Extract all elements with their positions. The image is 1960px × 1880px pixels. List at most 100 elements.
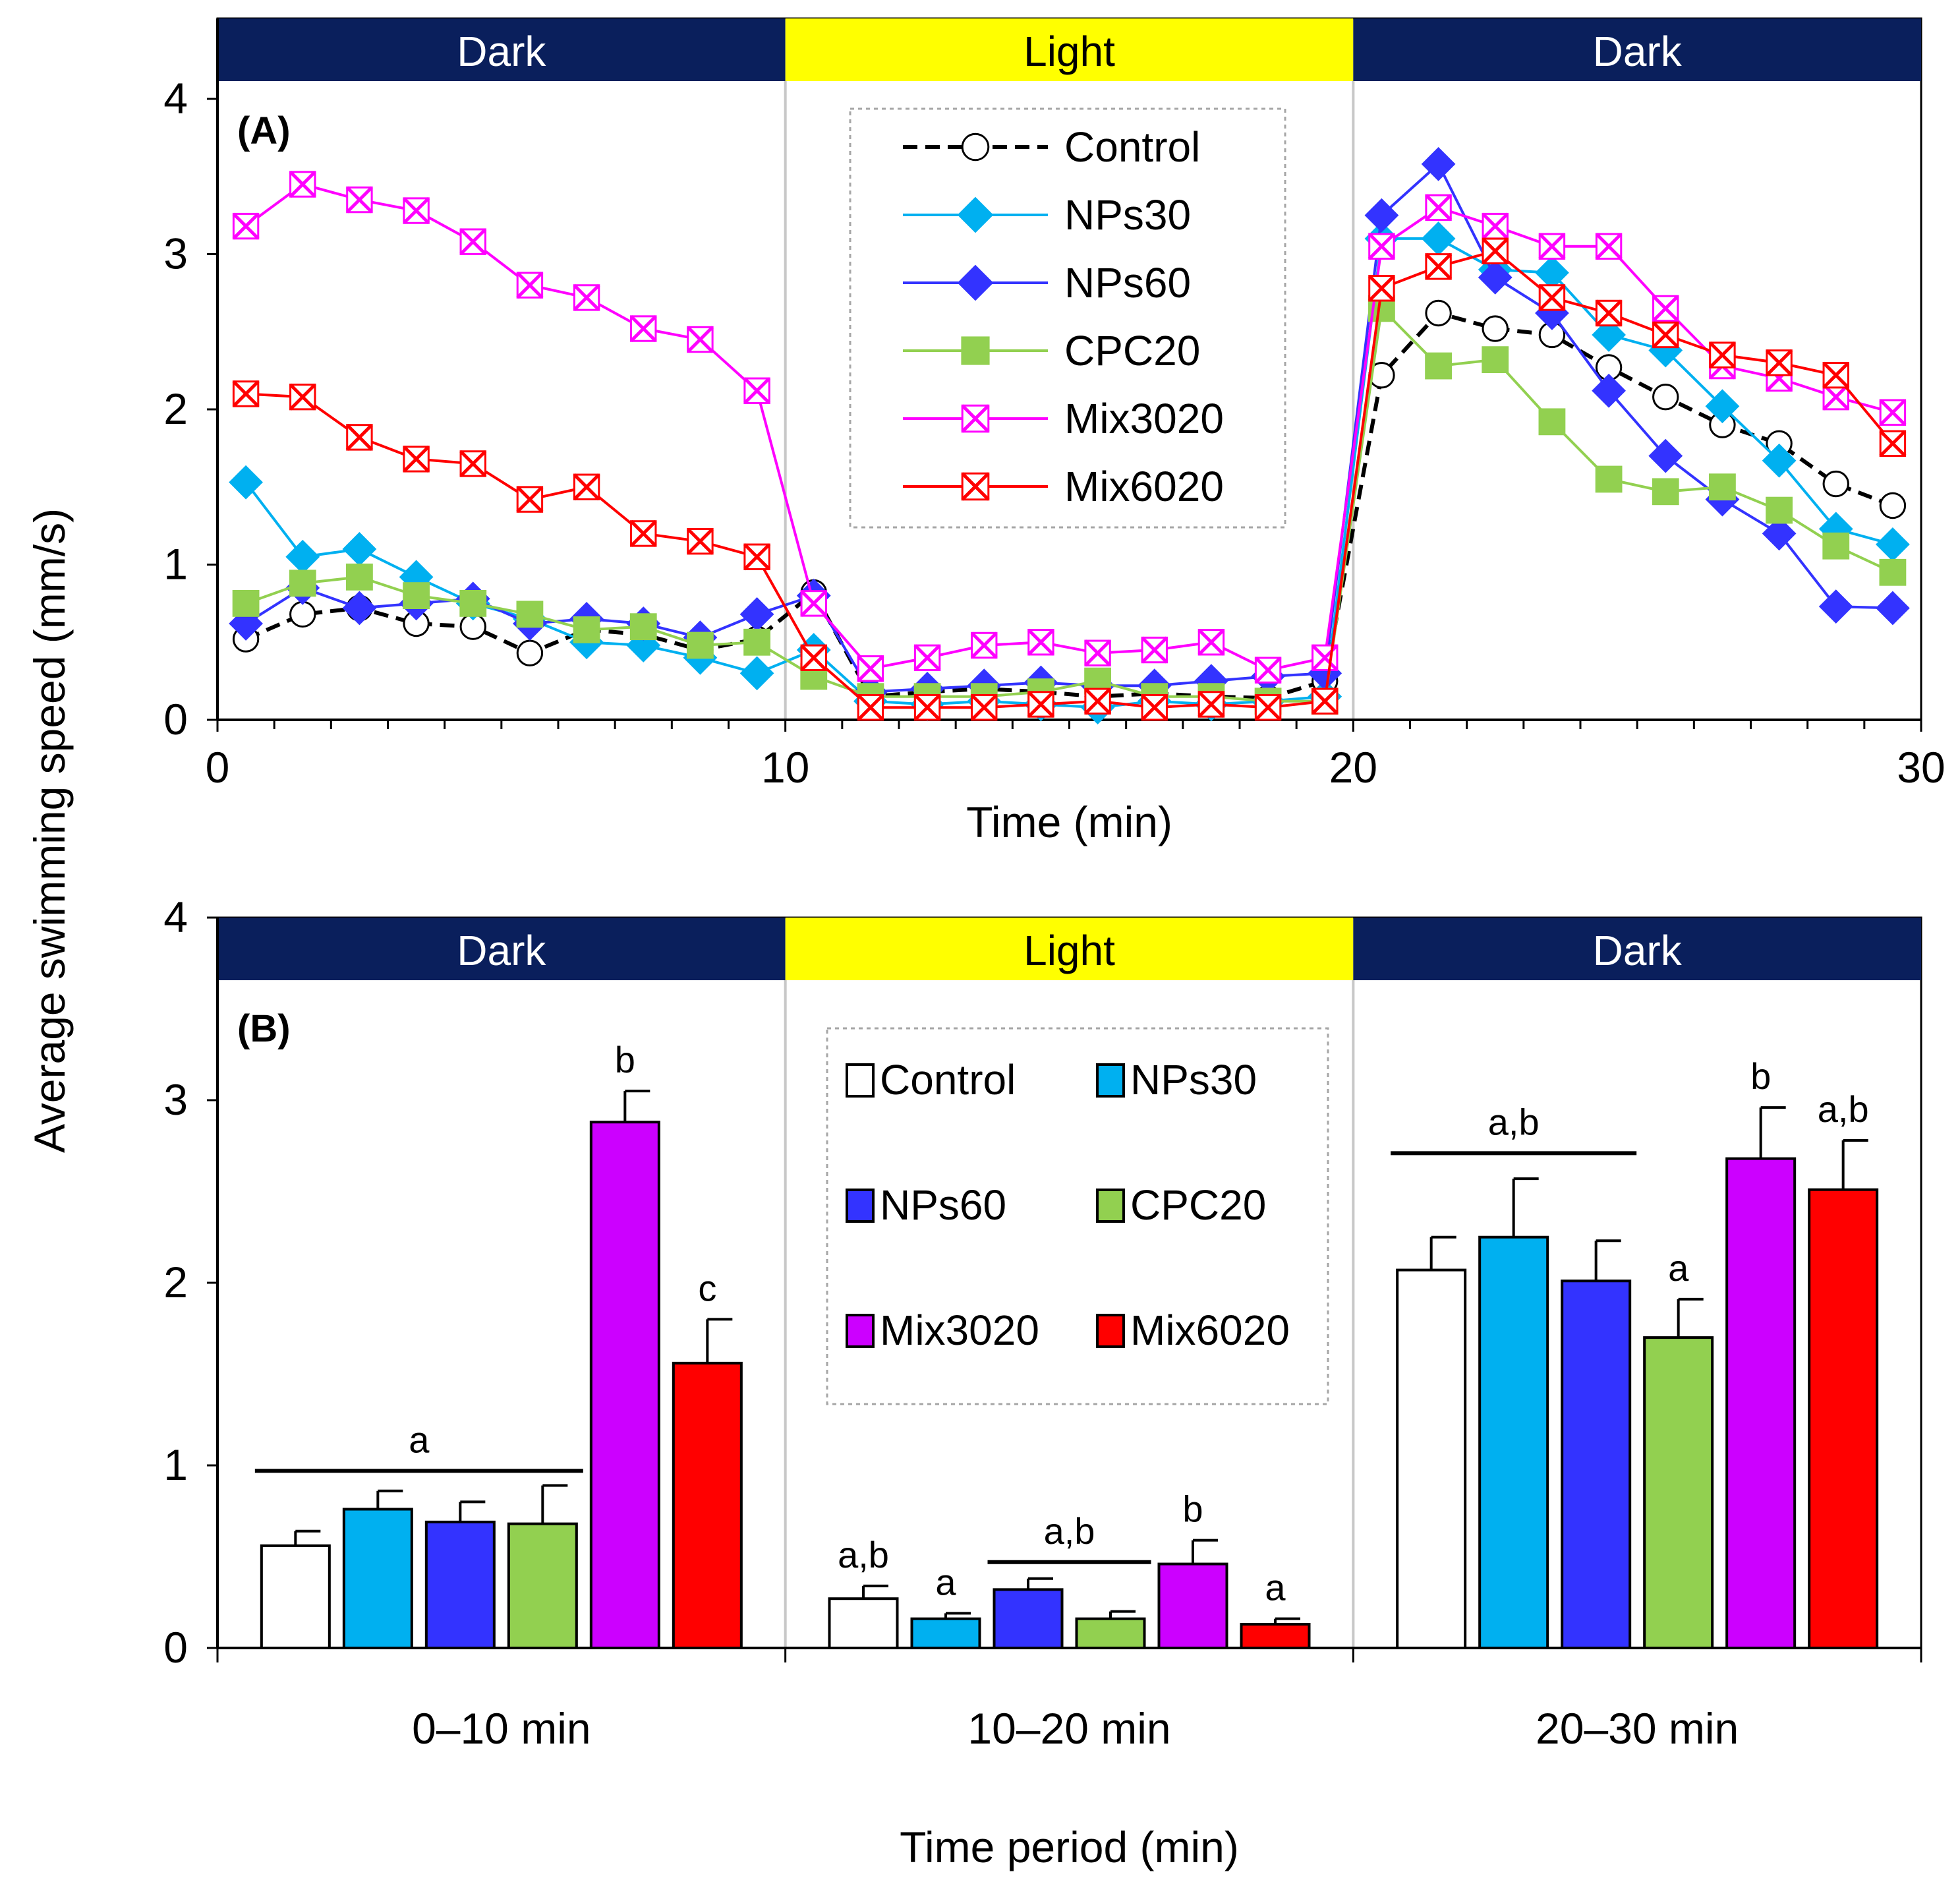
data-point	[1482, 346, 1509, 374]
data-point	[1084, 639, 1112, 667]
bar-mix3020	[1157, 1539, 1228, 1650]
data-point	[913, 693, 941, 721]
bar-nps30	[1478, 1177, 1549, 1649]
bar-control	[1396, 1235, 1467, 1649]
legend-label: CPC20	[1130, 1181, 1266, 1229]
data-point	[573, 616, 600, 643]
data-point	[516, 601, 544, 628]
phase-label: Dark	[1593, 28, 1683, 75]
data-point-cross	[459, 228, 487, 256]
x-tick-label: 30	[1897, 743, 1945, 792]
data-point-cross	[1482, 212, 1509, 240]
data-point-cross	[1879, 430, 1907, 457]
data-point-cross	[961, 472, 990, 501]
data-point	[857, 655, 884, 682]
data-point	[1425, 194, 1453, 221]
phase-label: Light	[1023, 927, 1115, 974]
data-point-cross	[970, 693, 998, 721]
significance-label: c	[698, 1267, 716, 1308]
bar-nps30	[342, 1489, 413, 1649]
data-point-cross	[1084, 639, 1112, 667]
legend-item-mix6020: Mix6020	[903, 463, 1224, 510]
data-point	[516, 486, 544, 514]
data-point	[957, 264, 994, 301]
bar	[672, 1361, 743, 1649]
legend-item-nps30: NPs30	[903, 191, 1191, 239]
data-point	[1311, 644, 1339, 672]
data-point	[743, 628, 770, 656]
data-point	[1425, 352, 1452, 380]
x-tick-label: 0	[206, 743, 230, 792]
data-point-cross	[516, 272, 544, 299]
data-point	[1538, 283, 1566, 311]
data-point-cross	[1311, 688, 1339, 715]
data-point	[516, 272, 544, 299]
significance-label: a	[1265, 1567, 1286, 1608]
legend-item-nps30: NPs30	[1096, 1056, 1257, 1103]
data-point	[1822, 383, 1850, 411]
data-point-cross	[913, 693, 941, 721]
data-point	[1766, 349, 1793, 376]
data-point-cross	[516, 486, 544, 514]
bar	[1808, 1188, 1879, 1649]
bar-cpc20	[507, 1484, 578, 1649]
data-point	[961, 404, 990, 433]
data-point	[289, 601, 316, 628]
bar-mix6020	[672, 1318, 743, 1649]
legend-a-box	[849, 107, 1286, 529]
data-point-cross	[913, 644, 941, 672]
panel-b-bar-chart: Dark Light Dark 0 1 2 3 4 0–10 min 10–20 min 20–30…	[163, 893, 1922, 1871]
data-point	[1538, 408, 1566, 436]
data-point	[232, 380, 260, 407]
y-tick-label: 0	[163, 695, 188, 744]
series-line	[245, 310, 1893, 701]
data-point	[1027, 690, 1054, 718]
data-point	[1027, 628, 1054, 656]
data-point-cross	[1652, 321, 1679, 349]
legend-b-box	[826, 1027, 1329, 1405]
data-point	[1822, 532, 1850, 560]
bar	[424, 1520, 496, 1650]
data-point-cross	[800, 589, 828, 617]
data-point	[516, 639, 544, 666]
data-point	[1368, 274, 1395, 302]
data-point	[403, 197, 430, 225]
data-point-cross	[1027, 690, 1054, 718]
bar	[993, 1588, 1064, 1650]
data-point-cross	[1368, 233, 1395, 260]
y-tick-label: 3	[163, 1075, 188, 1124]
data-point	[1084, 688, 1112, 715]
data-point	[1709, 473, 1736, 501]
y-tick-label: 1	[163, 1440, 188, 1489]
y-tick-label: 2	[163, 384, 188, 433]
y-tick-label: 1	[163, 540, 188, 589]
data-point	[1141, 693, 1168, 721]
data-point	[1254, 693, 1282, 721]
data-point	[573, 283, 600, 311]
data-point-cross	[1084, 688, 1112, 715]
phase-band-dark	[217, 918, 786, 980]
data-point-cross	[403, 197, 430, 225]
phase-band-dark	[217, 18, 786, 81]
data-point	[1595, 299, 1623, 327]
data-point-cross	[1425, 252, 1453, 280]
data-point	[573, 473, 600, 501]
phase-label: Dark	[457, 927, 546, 974]
data-point-cross	[629, 315, 657, 343]
data-point	[1762, 516, 1797, 551]
data-point	[289, 171, 316, 198]
data-point-cross	[1425, 194, 1453, 221]
category-label: 20–30 min	[1536, 1704, 1739, 1753]
data-point-cross	[1879, 399, 1907, 426]
legend-swatch	[846, 1063, 875, 1098]
bar-nps60	[1561, 1239, 1632, 1649]
data-point	[403, 445, 430, 473]
data-point	[800, 589, 828, 617]
data-point	[957, 196, 994, 233]
data-point-cross	[857, 693, 884, 721]
significance-label: a	[1668, 1247, 1689, 1289]
bar-control	[828, 1584, 899, 1649]
data-point	[629, 613, 657, 641]
bar-nps60	[424, 1500, 496, 1650]
